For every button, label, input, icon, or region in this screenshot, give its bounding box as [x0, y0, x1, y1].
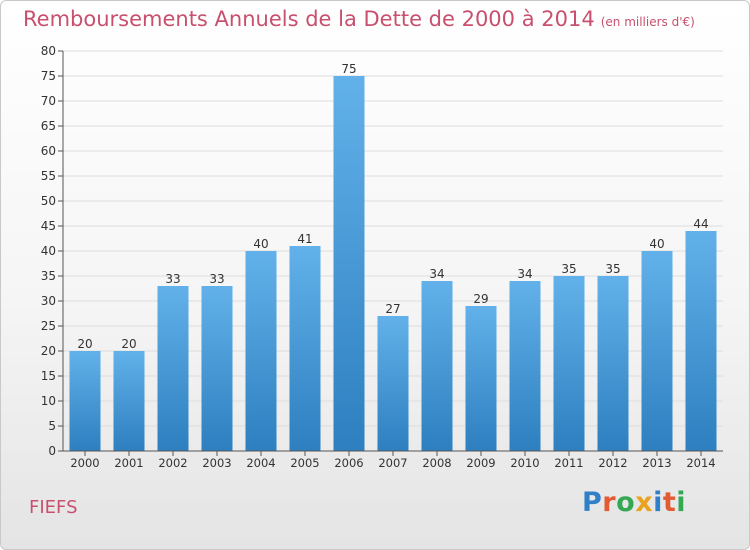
data-label: 20 — [121, 337, 136, 351]
data-label: 33 — [165, 272, 180, 286]
data-label: 40 — [649, 237, 664, 251]
bar — [157, 286, 189, 451]
y-tick-label: 5 — [48, 419, 56, 433]
bar — [465, 306, 497, 451]
logo-letter: t — [662, 487, 677, 518]
bar — [113, 351, 145, 451]
logo-letter: r — [602, 487, 617, 518]
y-tick-label: 60 — [41, 144, 56, 158]
x-tick-label: 2005 — [290, 456, 319, 470]
y-tick-label: 10 — [41, 394, 56, 408]
data-label: 27 — [385, 302, 400, 316]
x-tick-label: 2011 — [554, 456, 583, 470]
data-label: 44 — [693, 217, 708, 231]
y-tick-label: 65 — [41, 119, 56, 133]
data-label: 35 — [561, 262, 576, 276]
y-tick-label: 20 — [41, 344, 56, 358]
x-tick-label: 2014 — [686, 456, 715, 470]
data-label: 34 — [429, 267, 444, 281]
data-label: 40 — [253, 237, 268, 251]
y-tick-label: 75 — [41, 69, 56, 83]
y-tick-label: 70 — [41, 94, 56, 108]
y-tick-label: 15 — [41, 369, 56, 383]
data-label: 35 — [605, 262, 620, 276]
y-tick-label: 40 — [41, 244, 56, 258]
y-tick-label: 30 — [41, 294, 56, 308]
data-label: 29 — [473, 292, 488, 306]
place-name: FIEFS — [29, 497, 78, 518]
proxiti-logo: Proxiti — [582, 487, 686, 518]
data-label: 34 — [517, 267, 532, 281]
x-tick-label: 2001 — [114, 456, 143, 470]
logo-letter: i — [676, 487, 687, 518]
bar — [377, 316, 409, 451]
y-tick-label: 80 — [41, 44, 56, 58]
bar — [641, 251, 673, 451]
bar — [685, 231, 717, 451]
y-tick-label: 25 — [41, 319, 56, 333]
logo-letter: i — [653, 487, 663, 518]
logo-letter: x — [635, 487, 654, 518]
x-tick-label: 2000 — [70, 456, 99, 470]
chart-subtitle: (en milliers d'€) — [600, 15, 695, 29]
x-tick-label: 2004 — [246, 456, 275, 470]
x-tick-label: 2012 — [598, 456, 627, 470]
bar — [509, 281, 541, 451]
data-label: 20 — [77, 337, 92, 351]
x-tick-label: 2010 — [510, 456, 539, 470]
y-tick-label: 35 — [41, 269, 56, 283]
y-tick-label: 55 — [41, 169, 56, 183]
bar — [245, 251, 277, 451]
y-tick-label: 50 — [41, 194, 56, 208]
y-tick-label: 0 — [48, 444, 56, 458]
bar — [553, 276, 585, 451]
x-tick-label: 2002 — [158, 456, 187, 470]
x-tick-label: 2007 — [378, 456, 407, 470]
x-tick-label: 2006 — [334, 456, 363, 470]
logo-letter: o — [616, 487, 636, 518]
x-tick-label: 2008 — [422, 456, 451, 470]
x-tick-label: 2009 — [466, 456, 495, 470]
y-tick-label: 45 — [41, 219, 56, 233]
chart-title: Remboursements Annuels de la Dette de 20… — [23, 7, 695, 31]
bar — [597, 276, 629, 451]
bar — [201, 286, 233, 451]
bar — [69, 351, 101, 451]
chart-title-text: Remboursements Annuels de la Dette de 20… — [23, 7, 595, 31]
data-label: 33 — [209, 272, 224, 286]
bar — [421, 281, 453, 451]
bar — [333, 76, 365, 451]
data-label: 41 — [297, 232, 312, 246]
data-label: 75 — [341, 62, 356, 76]
x-tick-label: 2013 — [642, 456, 671, 470]
bar — [289, 246, 321, 451]
logo-letter: P — [582, 487, 603, 518]
x-tick-label: 2003 — [202, 456, 231, 470]
